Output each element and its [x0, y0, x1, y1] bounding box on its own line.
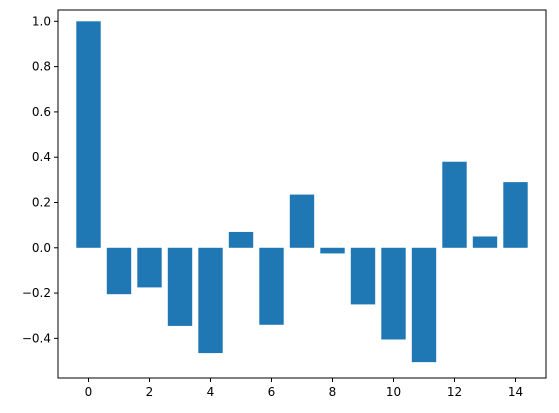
bar-0 — [76, 21, 101, 248]
x-tick-label: 10 — [386, 385, 401, 399]
x-tick-label: 8 — [329, 385, 337, 399]
y-tick-label: −0.4 — [22, 331, 51, 345]
y-tick-label: 0.6 — [32, 105, 51, 119]
x-tick-label: 6 — [268, 385, 276, 399]
x-tick-label: 0 — [85, 385, 93, 399]
bar-11 — [411, 247, 437, 363]
bar-10 — [381, 247, 406, 340]
bar-8 — [320, 247, 345, 254]
x-tick-label: 12 — [447, 385, 462, 399]
bars-group — [76, 21, 528, 363]
x-tick-label: 14 — [508, 385, 523, 399]
bar-13 — [472, 236, 498, 248]
y-tick-label: 0.4 — [32, 150, 51, 164]
bar-9 — [350, 247, 376, 305]
bar-14 — [503, 182, 528, 248]
bar-7 — [289, 194, 315, 248]
y-tick-label: 0.8 — [32, 60, 51, 74]
x-tick-label: 2 — [146, 385, 154, 399]
axes-frame — [57, 9, 547, 379]
y-tick-label: 1.0 — [32, 14, 51, 28]
bar-5 — [228, 231, 254, 248]
plot-background — [58, 10, 546, 378]
bar-3 — [167, 247, 193, 326]
bar-12 — [442, 161, 467, 248]
x-axis-ticks: 0 2 4 6 8 10 12 14 — [85, 378, 523, 399]
bar-6 — [259, 247, 284, 325]
x-tick-label: 4 — [207, 385, 215, 399]
y-tick-label: 0.0 — [32, 241, 51, 255]
bar-2 — [137, 247, 162, 288]
y-tick-label: −0.2 — [22, 286, 51, 300]
y-axis-ticks: −0.4 −0.2 0.0 0.2 0.4 0.6 0.8 1.0 — [22, 14, 58, 345]
y-tick-label: 0.2 — [32, 195, 51, 209]
bar-1 — [106, 247, 132, 295]
bar-4 — [198, 247, 223, 354]
